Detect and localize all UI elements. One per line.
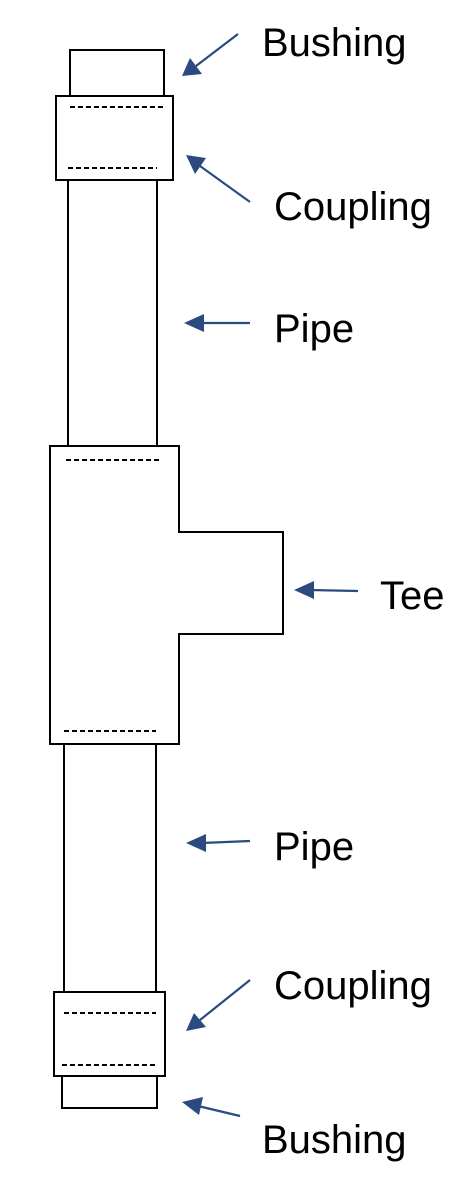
label-bushing-top: Bushing (262, 21, 407, 65)
arrow-coupling-bottom (186, 979, 251, 1031)
label-coupling-top: Coupling (274, 185, 432, 229)
top-coupling (55, 95, 174, 181)
top-bushing (69, 49, 165, 101)
arrow-bushing-top (182, 33, 239, 76)
bottom-pipe (63, 739, 157, 1001)
bottom-coupling (53, 991, 166, 1077)
arrow-tee (294, 581, 359, 599)
tee-fitting (49, 445, 284, 745)
label-pipe-bottom: Pipe (274, 825, 354, 869)
arrow-pipe-top (184, 314, 250, 332)
label-bushing-bottom: Bushing (262, 1118, 407, 1162)
label-tee: Tee (380, 574, 445, 618)
arrow-pipe-bottom (186, 834, 251, 852)
arrow-bushing-bottom (182, 1097, 241, 1118)
top-pipe (67, 169, 158, 453)
label-pipe-top: Pipe (274, 307, 354, 351)
arrow-coupling-top (186, 155, 251, 203)
label-coupling-bottom: Coupling (274, 964, 432, 1008)
